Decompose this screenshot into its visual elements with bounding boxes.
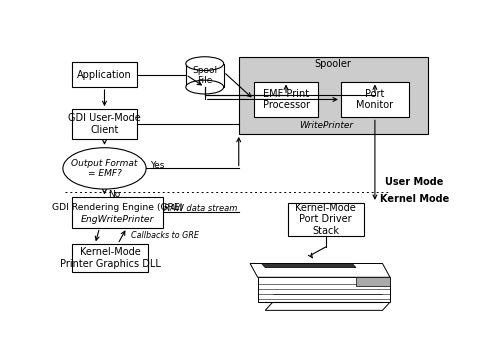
Text: Kernel Mode: Kernel Mode — [380, 194, 449, 204]
FancyBboxPatch shape — [239, 57, 428, 134]
Text: RAW data stream: RAW data stream — [164, 204, 238, 213]
Polygon shape — [258, 277, 390, 302]
Text: Kernel-Mode
Port Driver
Stack: Kernel-Mode Port Driver Stack — [295, 203, 356, 236]
Text: GDI User-Mode
Client: GDI User-Mode Client — [68, 113, 141, 135]
Ellipse shape — [63, 148, 146, 189]
FancyBboxPatch shape — [288, 203, 364, 236]
Text: EMF Print
Processor: EMF Print Processor — [263, 89, 309, 110]
Text: Callbacks to GRE: Callbacks to GRE — [131, 231, 199, 241]
Polygon shape — [356, 277, 390, 286]
Polygon shape — [265, 302, 390, 310]
Text: Yes: Yes — [150, 161, 164, 170]
Text: GDI Rendering Engine (GRE): GDI Rendering Engine (GRE) — [52, 203, 183, 212]
FancyBboxPatch shape — [72, 197, 163, 228]
Text: WritePrinter: WritePrinter — [299, 121, 353, 130]
Text: Spooler: Spooler — [315, 59, 352, 69]
FancyBboxPatch shape — [72, 62, 137, 87]
Polygon shape — [262, 263, 356, 268]
Text: = EMF?: = EMF? — [88, 169, 122, 178]
FancyBboxPatch shape — [254, 82, 318, 117]
Text: Kernel-Mode
Printer Graphics DLL: Kernel-Mode Printer Graphics DLL — [60, 247, 161, 269]
Text: User Mode: User Mode — [386, 177, 444, 187]
Text: Spool
File: Spool File — [192, 66, 217, 85]
FancyBboxPatch shape — [341, 82, 409, 117]
Polygon shape — [250, 263, 390, 277]
Text: EngWritePrinter: EngWritePrinter — [81, 215, 154, 224]
Text: Output Format: Output Format — [71, 159, 138, 168]
FancyBboxPatch shape — [72, 244, 148, 272]
Ellipse shape — [186, 57, 224, 71]
Ellipse shape — [186, 80, 224, 94]
Text: Port
Monitor: Port Monitor — [356, 89, 393, 110]
FancyBboxPatch shape — [186, 64, 224, 87]
Text: Application: Application — [77, 70, 132, 80]
Text: No: No — [108, 190, 121, 199]
FancyBboxPatch shape — [72, 109, 137, 139]
